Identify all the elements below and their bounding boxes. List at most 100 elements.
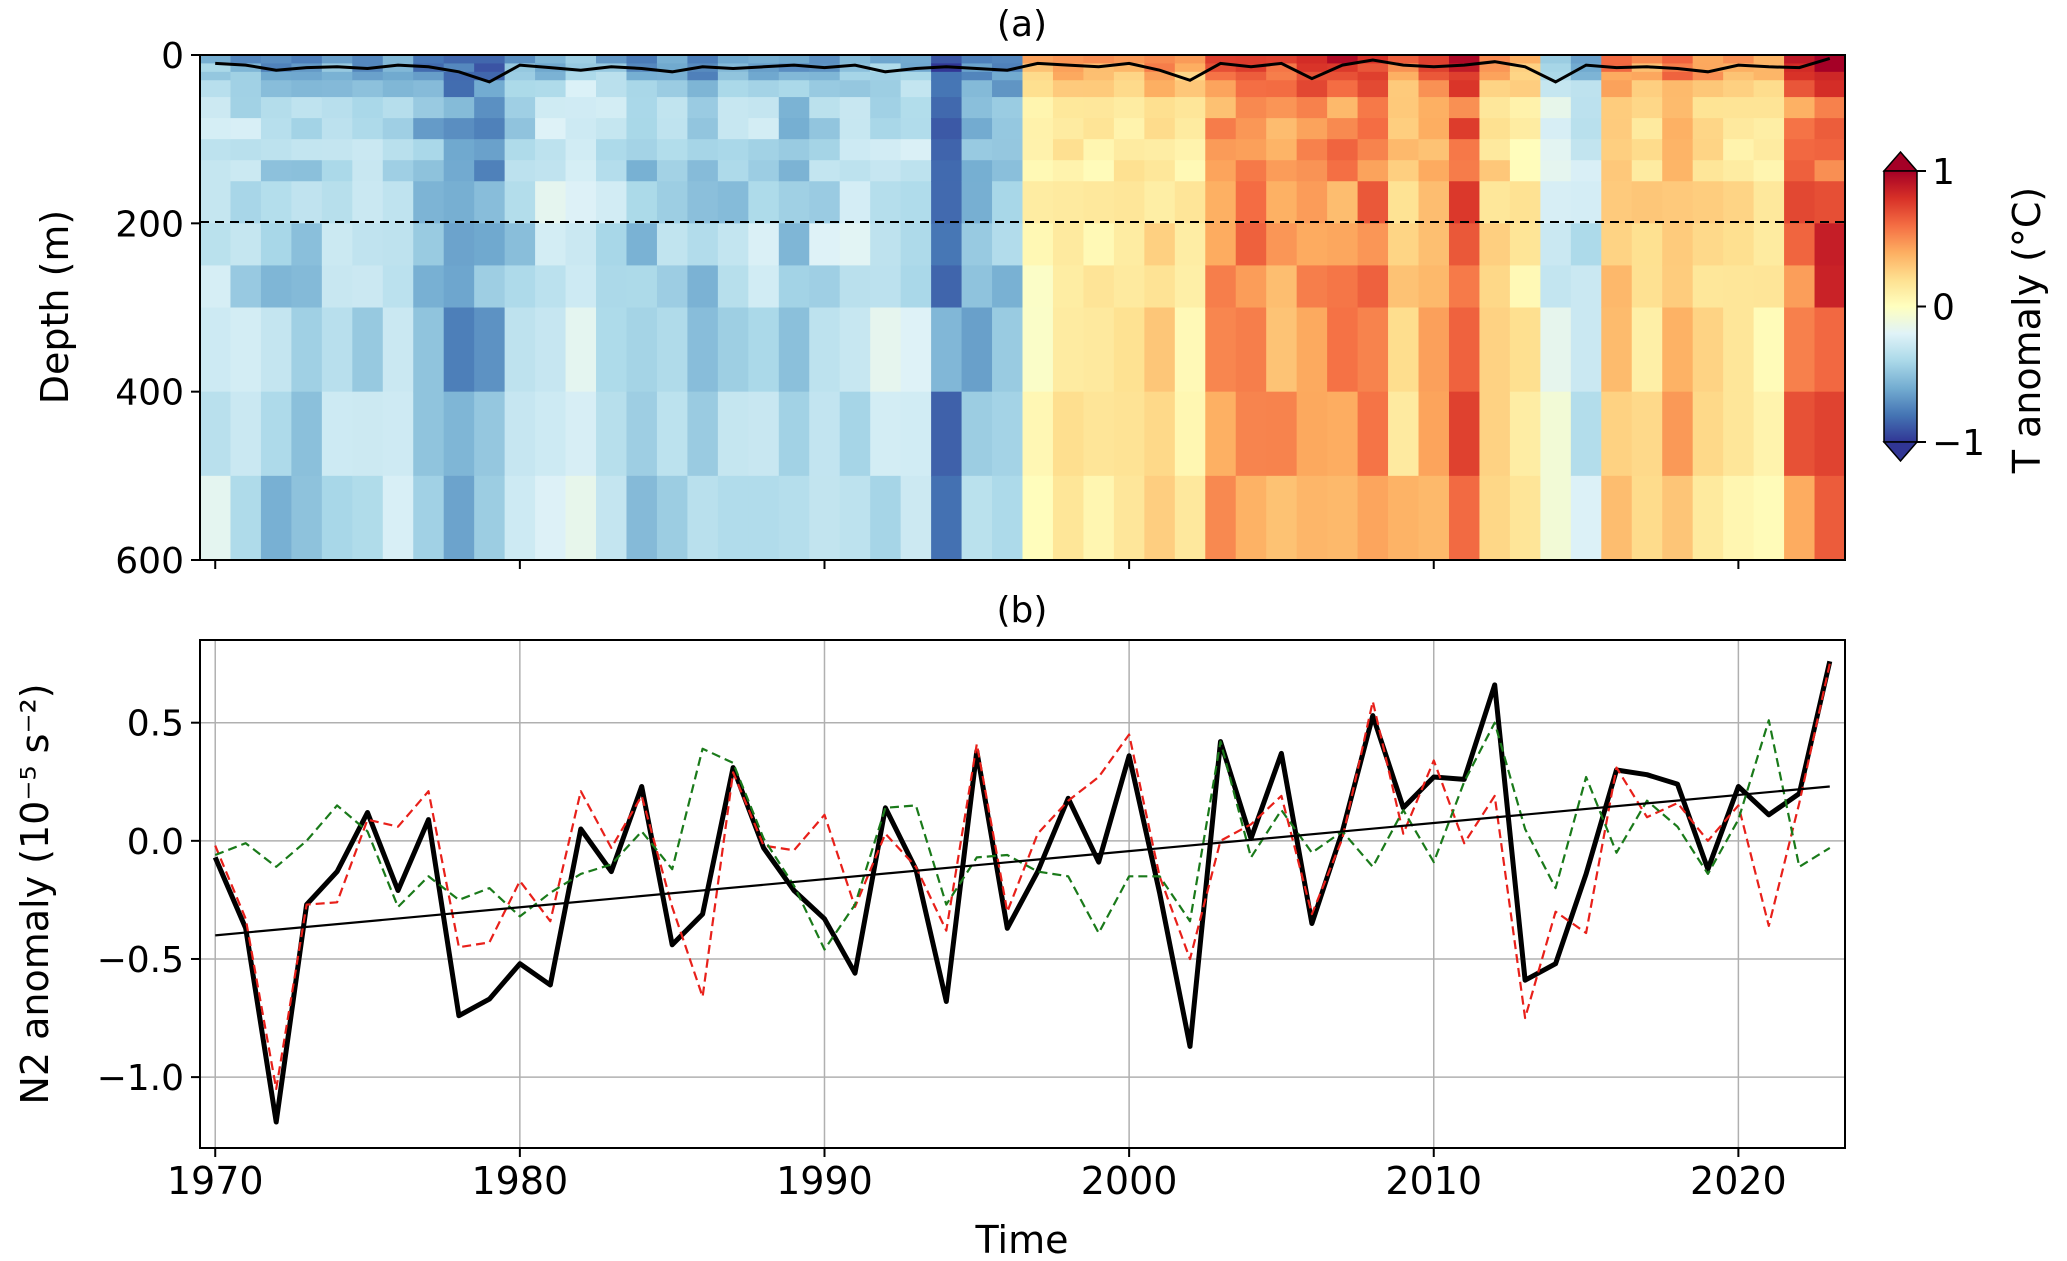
heatmap-cell (1631, 118, 1663, 140)
heatmap-cell (596, 475, 628, 560)
heatmap-cell (1083, 475, 1115, 560)
heatmap-cell (230, 97, 262, 119)
heatmap-cell (1052, 139, 1085, 161)
heatmap-cell (1144, 223, 1176, 267)
heatmap-cell (504, 223, 536, 267)
heatmap-cell (565, 475, 597, 560)
heatmap-cell (1174, 160, 1206, 182)
heatmap-cell (413, 391, 445, 477)
heatmap-cell (687, 307, 719, 393)
heatmap-cell (1296, 223, 1328, 267)
heatmap-cell (1327, 223, 1359, 267)
heatmap-cell (687, 181, 719, 224)
heatmap-cell (1753, 55, 1785, 65)
heatmap-cell (1174, 181, 1206, 224)
heatmap-cell (200, 307, 232, 393)
heatmap-cell (1570, 223, 1602, 267)
panel-b-y-axis: 0.5 0.0 −0.5 −1.0 (97, 704, 200, 1099)
heatmap-cell (352, 181, 384, 224)
heatmap-cell (1631, 223, 1663, 267)
heatmap-cell (565, 265, 597, 309)
series-line-n2-anomaly (212, 660, 1833, 1125)
heatmap-cell (717, 181, 749, 224)
heatmap-cell (504, 55, 536, 65)
heatmap-cell (1418, 307, 1450, 393)
heatmap-cell (1266, 475, 1298, 560)
heatmap-cell (1448, 475, 1481, 560)
heatmap-cell (1022, 475, 1054, 560)
heatmap-cell (1662, 307, 1694, 393)
heatmap-cell (1174, 80, 1206, 98)
heatmap-cell (748, 307, 780, 393)
heatmap-cell (230, 307, 262, 393)
heatmap-cell (352, 97, 384, 119)
heatmap-cell (931, 181, 963, 224)
heatmap-cell (1052, 160, 1085, 182)
heatmap-cell (839, 307, 871, 393)
heatmap-cell (504, 265, 536, 309)
heatmap-cell (961, 391, 993, 477)
heatmap-cell (1144, 181, 1176, 224)
heatmap-cell (748, 475, 780, 560)
heatmap-cell (1723, 223, 1755, 267)
heatmap-cell (961, 55, 993, 65)
heatmap-cell (200, 139, 232, 161)
heatmap-cell (1631, 80, 1663, 98)
panel-a-ylabel: Depth (m) (33, 210, 77, 405)
heatmap-cell (1296, 475, 1328, 560)
heatmap-cell (291, 265, 323, 309)
heatmap-cell (778, 181, 810, 224)
heatmap-cell (1814, 307, 1845, 393)
heatmap-cell (839, 71, 871, 81)
heatmap-cell (1692, 307, 1724, 393)
heatmap-cell (1723, 55, 1755, 65)
heatmap-cell (900, 475, 932, 560)
heatmap-cell (1113, 55, 1145, 65)
heatmap-cell (992, 63, 1024, 73)
heatmap-cell (626, 265, 658, 309)
heatmap-cell (1570, 118, 1602, 140)
heatmap-cell (1662, 160, 1694, 182)
heatmap-cell (809, 97, 841, 119)
heatmap-cell (1235, 118, 1267, 140)
heatmap-cell (535, 223, 567, 267)
heatmap-cell (382, 265, 414, 309)
heatmap-cell (1205, 475, 1237, 560)
heatmap-cell (352, 55, 384, 65)
heatmap-cell (200, 63, 232, 73)
heatmap-cell (1144, 118, 1176, 140)
heatmap-cell (961, 160, 993, 182)
heatmap-cell (1662, 475, 1694, 560)
heatmap-cell (474, 223, 506, 267)
heatmap-cell (1357, 223, 1389, 267)
panel-b-xtick-label: 2020 (1690, 1159, 1787, 1203)
heatmap-cell (900, 223, 932, 267)
heatmap-cell (1052, 63, 1085, 73)
heatmap-cell (992, 160, 1024, 182)
heatmap-cell (839, 391, 871, 477)
heatmap-cell (565, 139, 597, 161)
panel-b-xtick-label: 1970 (167, 1159, 264, 1203)
heatmap-cell (1296, 71, 1328, 81)
heatmap-cell (352, 223, 384, 267)
heatmap-cell (1723, 160, 1755, 182)
heatmap-cell (230, 181, 262, 224)
heatmap-cell (870, 80, 902, 98)
heatmap-cell (778, 118, 810, 140)
heatmap-cell (291, 55, 323, 65)
heatmap-cell (1296, 139, 1328, 161)
heatmap-cell (504, 71, 536, 81)
heatmap-cell (1388, 97, 1420, 119)
heatmap-cell (260, 307, 292, 393)
heatmap-cell (1601, 181, 1633, 224)
heatmap-cell (870, 265, 902, 309)
heatmap-cell (382, 223, 414, 267)
heatmap-cell (1113, 118, 1145, 140)
heatmap-cell (260, 265, 292, 309)
heatmap-cell (1662, 118, 1694, 140)
mixed-layer-depth-line (215, 56, 1831, 84)
heatmap-cell (1235, 223, 1267, 267)
heatmap-cell (1144, 265, 1176, 309)
heatmap-cell (1479, 181, 1511, 224)
